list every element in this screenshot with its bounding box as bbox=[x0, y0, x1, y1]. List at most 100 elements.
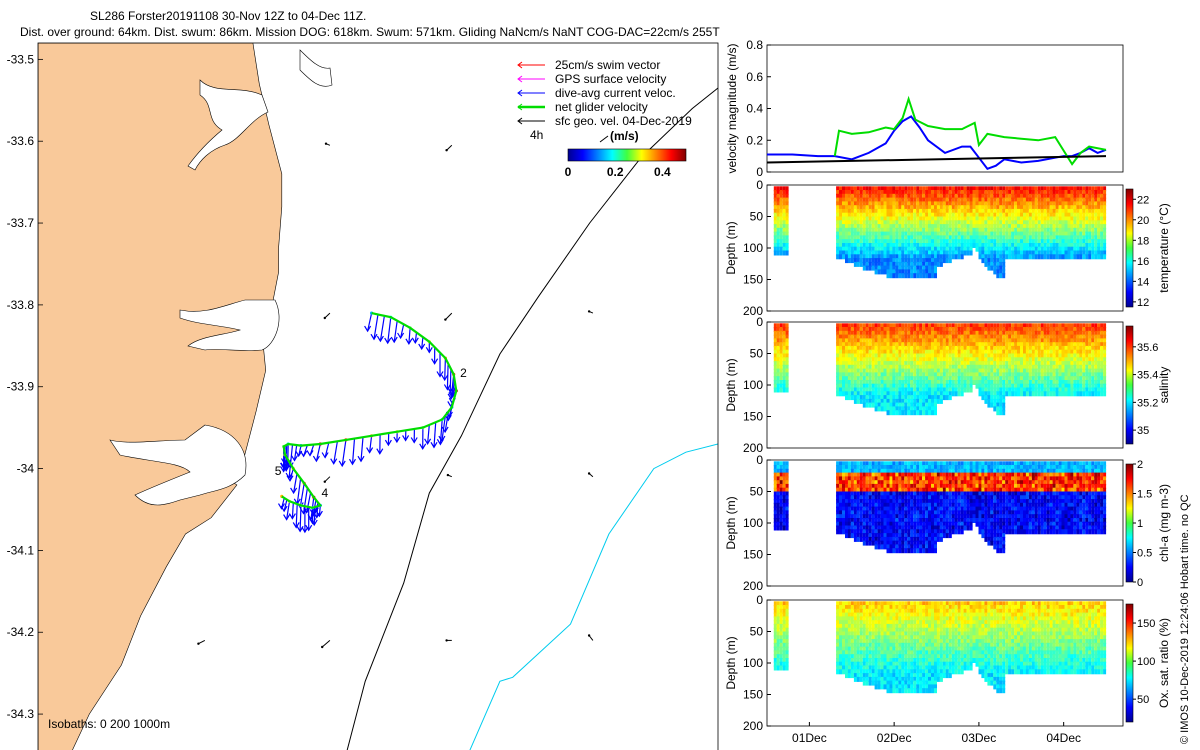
profile-sample bbox=[883, 368, 887, 374]
profile-sample bbox=[913, 235, 917, 241]
profile-sample bbox=[954, 243, 958, 248]
profile-sample bbox=[862, 227, 866, 233]
profile-sample bbox=[868, 197, 872, 203]
profile-sample bbox=[954, 330, 958, 336]
profile-sample bbox=[928, 376, 931, 382]
profile-sample bbox=[779, 190, 783, 195]
profile-sample bbox=[957, 338, 961, 344]
profile-sample bbox=[1103, 216, 1107, 222]
profile-sample bbox=[957, 327, 961, 332]
profile-sample bbox=[934, 227, 937, 233]
profile-sample bbox=[898, 368, 902, 374]
profile-sample bbox=[939, 368, 943, 374]
profile-sample bbox=[773, 330, 777, 336]
profile-sample bbox=[945, 357, 949, 363]
profile-sample bbox=[1076, 201, 1080, 207]
profile-sample bbox=[889, 212, 893, 218]
profile-sample bbox=[951, 235, 955, 241]
profile-sample bbox=[839, 338, 842, 344]
profile-sample bbox=[886, 406, 890, 412]
profile-sample bbox=[785, 246, 789, 252]
profile-sample bbox=[856, 205, 860, 211]
profile-sample bbox=[931, 186, 934, 192]
profile-sample bbox=[853, 345, 857, 351]
profile-sample bbox=[931, 231, 934, 237]
profile-sample bbox=[1014, 243, 1018, 248]
profile-sample bbox=[951, 227, 955, 233]
profile-sample bbox=[969, 357, 973, 363]
profile-sample bbox=[1008, 190, 1012, 195]
profile-sample bbox=[996, 239, 1000, 245]
profile-sample bbox=[839, 342, 842, 348]
profile-sample bbox=[1020, 208, 1023, 214]
profile-sample bbox=[874, 383, 878, 389]
profile-sample bbox=[874, 197, 878, 203]
profile-sample bbox=[847, 364, 851, 370]
profile-sample bbox=[939, 372, 943, 378]
profile-sample bbox=[963, 193, 967, 199]
profile-sample bbox=[880, 383, 884, 389]
profile-sample bbox=[865, 338, 869, 344]
profile-sample bbox=[839, 391, 842, 397]
profile-sample bbox=[836, 383, 840, 389]
profile-sample bbox=[850, 212, 854, 218]
profile-sample bbox=[951, 349, 955, 355]
profile-sample bbox=[1046, 193, 1050, 199]
profile-sample bbox=[871, 197, 875, 203]
profile-sample bbox=[996, 273, 1000, 279]
profile-sample bbox=[892, 231, 896, 237]
profile-sample bbox=[1040, 391, 1044, 397]
profile-sample bbox=[951, 220, 955, 226]
profile-sample bbox=[880, 364, 884, 370]
profile-sample bbox=[883, 323, 887, 329]
profile-sample bbox=[1100, 205, 1104, 211]
profile-sample bbox=[931, 205, 934, 211]
profile-sample bbox=[880, 342, 884, 348]
profile-sample bbox=[928, 246, 931, 252]
profile-sample bbox=[910, 208, 914, 214]
profile-sample bbox=[913, 265, 917, 271]
profile-sample bbox=[939, 205, 943, 211]
profile-sample bbox=[839, 529, 842, 535]
profile-sample bbox=[886, 368, 890, 374]
profile-sample bbox=[845, 383, 848, 389]
profile-sample bbox=[1049, 201, 1053, 207]
profile-sample bbox=[773, 376, 777, 382]
profile-sample bbox=[862, 201, 866, 207]
profile-sample bbox=[845, 243, 848, 248]
profile-sample bbox=[966, 342, 970, 348]
profile-sample bbox=[1014, 201, 1018, 207]
profile-sample bbox=[892, 548, 896, 554]
profile-sample bbox=[889, 410, 893, 416]
profile-sample bbox=[936, 258, 940, 264]
profile-sample bbox=[984, 342, 988, 348]
profile-sample bbox=[883, 186, 887, 192]
profile-sample bbox=[945, 376, 949, 382]
profile-sample bbox=[836, 201, 840, 207]
profile-sample bbox=[922, 220, 926, 226]
profile-sample bbox=[928, 261, 931, 267]
profile-sample bbox=[856, 398, 860, 404]
profile-sample bbox=[1091, 235, 1095, 241]
profile-sample bbox=[913, 380, 917, 385]
profile-sample bbox=[1052, 208, 1056, 214]
profile-sample bbox=[948, 216, 952, 222]
profile-sample bbox=[987, 398, 991, 404]
profile-sample bbox=[847, 239, 851, 245]
isobath-label: Isobaths: 0 200 1000m bbox=[48, 717, 170, 731]
profile-sample bbox=[862, 265, 866, 271]
profile-sample bbox=[853, 349, 857, 355]
profile-sample bbox=[966, 376, 970, 382]
profile-sample bbox=[853, 323, 857, 329]
profile-sample bbox=[1037, 250, 1041, 256]
profile-sample bbox=[928, 349, 931, 355]
profile-sample bbox=[934, 376, 937, 382]
profile-sample bbox=[969, 186, 973, 192]
profile-sample bbox=[773, 364, 777, 370]
profile-sample bbox=[1025, 391, 1029, 397]
profile-sample bbox=[931, 349, 934, 355]
profile-sample bbox=[845, 190, 848, 195]
profile-sample bbox=[889, 227, 893, 233]
profile-sample bbox=[1082, 197, 1086, 203]
profile-sample bbox=[934, 334, 937, 340]
